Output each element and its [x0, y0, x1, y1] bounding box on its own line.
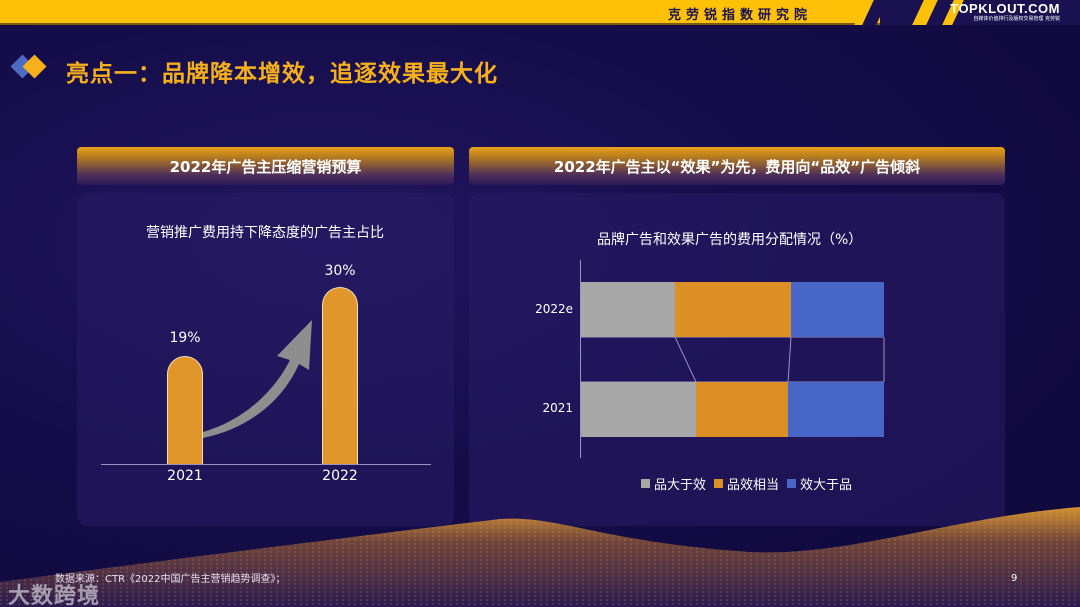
x-axis [101, 464, 431, 465]
legend-swatch-blue [787, 479, 797, 488]
page-number: 9 [1011, 573, 1018, 584]
legend-label: 品大于效 [654, 478, 707, 493]
diamond-bullet-icon [10, 54, 56, 79]
right-chart-title: 品牌广告和效果广告的费用分配情况（%） [597, 232, 863, 248]
bar-2022e-equal [675, 282, 791, 337]
bar-2022e-effect-over-brand [791, 282, 884, 337]
right-panel [469, 193, 1005, 526]
logo-subtext: 自媒体价值排行及版权交易管理 克劳锐 [973, 16, 1060, 22]
logo-text: TOPKLOUT.COM [950, 1, 1060, 16]
right-panel-header: 2022年广告主以“效果”为先，费用向“品效”广告倾斜 [469, 147, 1005, 185]
bar-2021-equal [696, 382, 788, 437]
legend-swatch-gray [641, 479, 650, 488]
legend-item-effect-over-brand: 效大于品 [787, 474, 852, 493]
left-chart-title: 营销推广费用持下降态度的广告主占比 [146, 225, 384, 241]
value-label-2021: 19% [169, 330, 201, 346]
y-axis [580, 260, 581, 458]
data-source-note: 数据来源：CTR《2022中国广告主营销趋势调查》； [55, 574, 286, 585]
left-panel [77, 193, 454, 526]
category-label-2022: 2022 [322, 468, 358, 484]
legend-label: 效大于品 [800, 478, 853, 493]
bar-2021-effect-over-brand [788, 382, 884, 437]
wave-mesh-decoration [0, 507, 1080, 607]
series-connector-lines [581, 337, 885, 382]
bar-2021-brand-over-effect [581, 382, 696, 437]
category-label-2021: 2021 [167, 468, 203, 484]
institute-name: 克劳锐指数研究院 [668, 8, 813, 23]
watermark: 大数跨境 [8, 584, 101, 607]
legend-item-equal: 品效相当 [714, 474, 779, 493]
y-label-2022e: 2022e [535, 302, 573, 316]
legend-label: 品效相当 [727, 478, 780, 493]
chart-legend: 品大于效 品效相当 效大于品 [641, 474, 852, 493]
bar-2021 [167, 356, 203, 464]
legend-swatch-orange [714, 479, 724, 488]
topklout-logo: TOPKLOUT.COM 自媒体价值排行及版权交易管理 克劳锐 [950, 1, 1060, 22]
page-title: 亮点一：品牌降本增效，追逐效果最大化 [66, 61, 498, 87]
left-panel-header: 2022年广告主压缩营销预算 [77, 147, 454, 185]
legend-item-brand-over-effect: 品大于效 [641, 474, 706, 493]
growth-arrow-icon [203, 320, 312, 438]
bar-2022e-brand-over-effect [581, 282, 675, 337]
value-label-2022: 30% [324, 263, 356, 279]
bar-2022 [322, 287, 358, 464]
y-label-2021: 2021 [542, 401, 573, 415]
